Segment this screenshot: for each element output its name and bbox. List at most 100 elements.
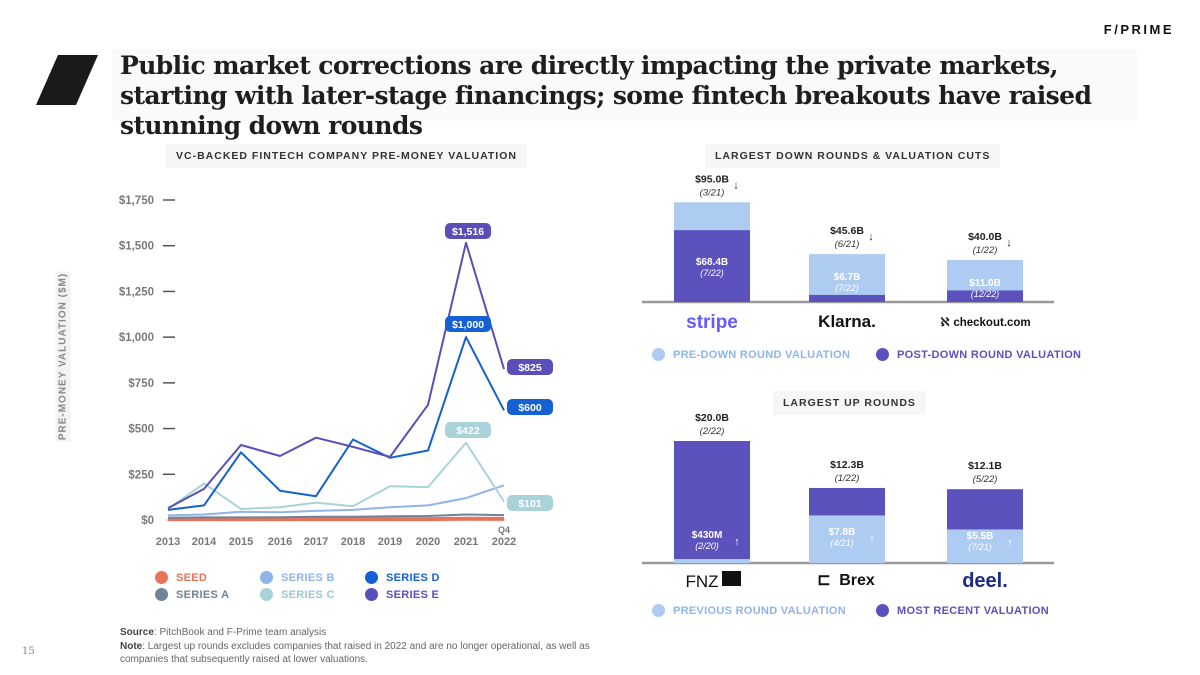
y-tick-label: $1,000 xyxy=(119,332,154,344)
callout-background xyxy=(507,399,553,415)
post-down-dot-icon xyxy=(876,348,889,361)
fnz-logo: FNZ xyxy=(685,572,718,591)
callout-background xyxy=(445,223,491,239)
x-tick-label: 2014 xyxy=(192,536,217,548)
y-axis-label: PRE-MONEY VALUATION ($M) xyxy=(55,271,71,442)
bar-post-down-round-valuation xyxy=(809,294,885,302)
deel-logo: deel. xyxy=(962,570,1008,592)
bar-inner-value-label: $6.7B xyxy=(834,272,861,283)
previous-dot-icon xyxy=(652,604,665,617)
bar-previous-round-valuation xyxy=(947,529,1023,563)
bar-date-label: (6/21) xyxy=(835,239,860,250)
callout-background xyxy=(445,316,491,332)
y-tick-label: $0 xyxy=(141,515,154,527)
series-line-series-d xyxy=(167,336,505,511)
bar-inner-date-label: (12/22) xyxy=(971,289,1000,299)
series-e-dot-icon xyxy=(365,588,378,601)
source-label: Source xyxy=(120,627,154,638)
legend-label-series-a: SERIES A xyxy=(176,588,230,601)
callout-label: $600 xyxy=(518,402,542,414)
callout-label: $101 xyxy=(518,498,542,510)
footnote: Source: PitchBook and F-Prime team analy… xyxy=(120,626,640,667)
x-tick-note: Q4 xyxy=(498,525,510,535)
bar-date-label: (3/21) xyxy=(700,187,725,198)
bar-previous-round-valuation xyxy=(674,559,750,563)
up-rounds-legend: PREVIOUS ROUND VALUATION MOST RECENT VAL… xyxy=(652,604,1102,620)
legend-item-series-e: SERIES E xyxy=(365,588,439,601)
x-tick-label: 2018 xyxy=(341,536,365,548)
bar-post-down-round-valuation xyxy=(674,230,750,302)
down-arrow-icon: ↓ xyxy=(1006,237,1012,249)
callout-label: $825 xyxy=(518,362,542,374)
line-chart-legend: SEED SERIES A SERIES B SERIES C SERIES D… xyxy=(155,571,485,607)
seed-dot-icon xyxy=(155,571,168,584)
series-line-series-a xyxy=(167,513,505,519)
value-callout: $600 xyxy=(507,399,553,415)
down-rounds-legend: PRE-DOWN ROUND VALUATION POST-DOWN ROUND… xyxy=(652,348,1102,364)
callout-background xyxy=(507,495,553,511)
fnz-block-icon xyxy=(722,571,741,586)
legend-label-series-b: SERIES B xyxy=(281,571,335,584)
legend-item-series-a: SERIES A xyxy=(155,588,229,601)
series-line-series-c xyxy=(167,441,505,510)
callout-background xyxy=(507,359,553,375)
bar-value-label: $12.3B xyxy=(830,459,864,471)
bar-inner-date-label: (7/21) xyxy=(968,542,992,552)
legend-item-pre-down: PRE-DOWN ROUND VALUATION xyxy=(652,348,850,361)
callout-background xyxy=(445,422,491,438)
left-chart-title: VC-BACKED FINTECH COMPANY PRE-MONEY VALU… xyxy=(166,144,527,168)
legend-label-seed: SEED xyxy=(176,571,208,584)
bar-date-label: (5/22) xyxy=(973,474,998,485)
bar-most-recent-valuation xyxy=(674,441,750,563)
x-tick-label: 2015 xyxy=(229,536,253,548)
x-tick-label: 2017 xyxy=(304,536,328,548)
brex-mark-icon: ⊏ xyxy=(817,572,830,589)
value-callout: $1,516 xyxy=(445,223,491,239)
x-tick-label: 2013 xyxy=(156,536,180,548)
series-a-dot-icon xyxy=(155,588,168,601)
brand-logo: F/PRIME xyxy=(1103,22,1174,37)
bar-value-label: $95.0B xyxy=(695,173,729,185)
fprime-parallelogram-logo xyxy=(36,55,98,105)
up-arrow-icon: ↑ xyxy=(734,536,740,548)
klarna-logo: Klarna. xyxy=(818,312,876,331)
line-chart: $0 $250 $500 $750 $1,000 $1,250 $1,500 $1,750 20… xyxy=(119,195,553,548)
bar-inner-value-label: $11.0B xyxy=(969,278,1001,289)
x-tick-label: 2019 xyxy=(378,536,402,548)
x-tick-label: 2021 xyxy=(454,536,478,548)
value-callout: $825 xyxy=(507,359,553,375)
bar-inner-date-label: (2/20) xyxy=(695,541,719,551)
legend-item-seed: SEED xyxy=(155,571,207,584)
y-tick-label: $1,750 xyxy=(119,195,154,207)
source-text: : PitchBook and F-Prime team analysis xyxy=(153,627,327,638)
series-line-seed xyxy=(168,516,505,522)
legend-item-previous: PREVIOUS ROUND VALUATION xyxy=(652,604,846,617)
bar-date-label: (2/22) xyxy=(700,426,725,437)
page-title: Public market corrections are directly i… xyxy=(120,51,1092,140)
bar-post-down-round-valuation xyxy=(947,290,1023,302)
series-b-dot-icon xyxy=(260,571,273,584)
bar-date-label: (1/22) xyxy=(835,473,860,484)
legend-item-recent: MOST RECENT VALUATION xyxy=(876,604,1049,617)
legend-label-recent: MOST RECENT VALUATION xyxy=(897,604,1049,617)
legend-item-post-down: POST-DOWN ROUND VALUATION xyxy=(876,348,1081,361)
bar-inner-value-label: $68.4B xyxy=(696,257,728,268)
legend-label-series-d: SERIES D xyxy=(386,571,440,584)
value-callout: $422 xyxy=(445,422,491,438)
value-callout: $1,000 xyxy=(445,316,491,332)
legend-label-pre-down: PRE-DOWN ROUND VALUATION xyxy=(673,348,851,361)
stripe-logo: stripe xyxy=(686,312,738,333)
bar-inner-value-label: $430M xyxy=(692,530,723,541)
series-d-dot-icon xyxy=(365,571,378,584)
bar-inner-value-label: $5.5B xyxy=(967,531,994,542)
y-tick-label: $750 xyxy=(128,378,154,390)
x-tick-label: 2020 xyxy=(416,536,440,548)
x-tick-label: 2016 xyxy=(268,536,292,548)
up-arrow-icon: ↑ xyxy=(869,533,875,545)
y-tick-label: $1,500 xyxy=(119,241,154,253)
recent-dot-icon xyxy=(876,604,889,617)
callout-label: $422 xyxy=(456,425,480,437)
down-rounds-chart: $95.0B(3/21)↓$68.4B(7/22)$45.6B(6/21)↓$6… xyxy=(642,173,1054,333)
bar-pre-down-round-valuation xyxy=(809,254,885,302)
bar-inner-date-label: (7/22) xyxy=(835,283,859,293)
